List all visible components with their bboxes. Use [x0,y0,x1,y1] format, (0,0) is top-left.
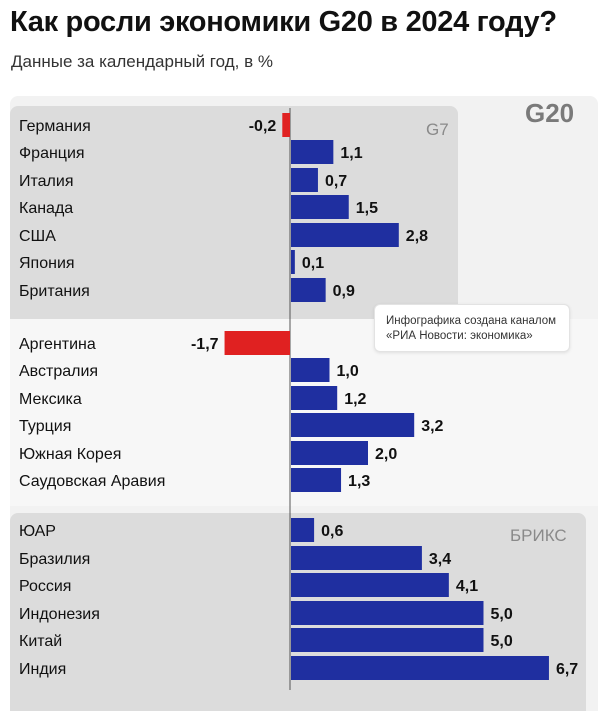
value-label: 2,0 [375,446,397,463]
bar [291,413,415,437]
category-label: Британия [19,283,90,300]
bar [224,331,290,355]
g7-group-label: G7 [426,120,449,139]
bar [291,358,330,382]
bar [291,573,449,597]
bar [291,278,326,302]
bar [291,223,399,247]
value-label: 1,1 [340,145,362,162]
g20-group-label: G20 [525,98,575,128]
value-label: 0,7 [325,173,347,190]
value-label: 3,2 [421,418,443,435]
brics-group-label: БРИКС [510,526,567,545]
category-label: Германия [19,118,91,135]
g7-group-box [10,106,458,319]
category-label: Австралия [19,363,98,380]
value-label: 1,5 [356,200,378,217]
credit-note: Инфографика создана каналом «РИА Новости… [374,304,570,352]
bar [291,250,295,274]
credit-line-1: Инфографика создана каналом [386,315,557,327]
bar [291,441,368,465]
bar [291,546,422,570]
value-label: 1,0 [337,363,359,380]
category-label: Мексика [19,391,82,408]
bar [291,656,549,680]
category-label: США [19,228,56,245]
page-subtitle: Данные за календарный год, в % [11,52,273,71]
category-label: Саудовская Аравия [19,473,165,490]
category-label: Индонезия [19,606,100,623]
value-label: -1,7 [191,336,219,353]
bar [291,168,318,192]
category-label: Турция [19,418,71,435]
category-label: Италия [19,173,73,190]
value-label: 3,4 [429,551,451,568]
category-label: Япония [19,255,75,272]
value-label: 0,9 [333,283,355,300]
value-label: 5,0 [491,606,513,623]
value-label: 6,7 [556,661,578,678]
credit-line-2: «РИА Новости: экономика» [386,330,533,342]
bar [291,195,349,219]
category-label: Канада [19,200,73,217]
bar [291,140,334,164]
value-label: -0,2 [249,118,277,135]
category-label: ЮАР [19,523,56,540]
value-label: 2,8 [406,228,428,245]
page-title: Как росли экономики G20 в 2024 году? [10,6,557,38]
value-label: 1,2 [344,391,366,408]
category-label: Южная Корея [19,446,121,463]
bar [291,386,338,410]
bar [291,601,484,625]
bar [291,628,484,652]
category-label: Бразилия [19,551,90,568]
category-label: Индия [19,661,66,678]
bar [291,468,342,492]
value-label: 0,6 [321,523,343,540]
category-label: Аргентина [19,336,96,353]
category-label: Франция [19,145,85,162]
bar [282,113,290,137]
value-label: 4,1 [456,578,478,595]
value-label: 0,1 [302,255,324,272]
category-label: Россия [19,578,71,595]
category-label: Китай [19,633,62,650]
value-label: 5,0 [491,633,513,650]
bar [291,518,315,542]
value-label: 1,3 [348,473,370,490]
